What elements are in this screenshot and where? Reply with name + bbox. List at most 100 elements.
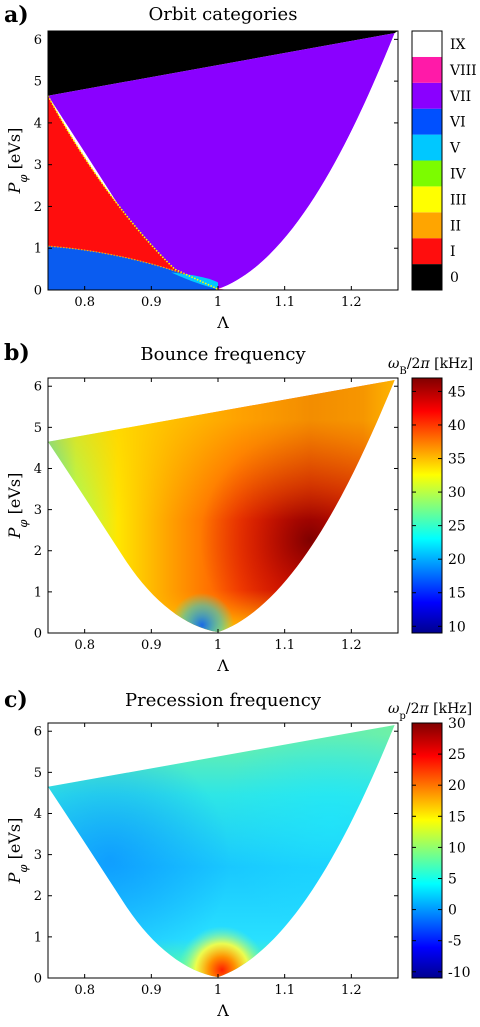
x-tick-label: 1 bbox=[214, 638, 222, 653]
x-tick-label: 1.1 bbox=[274, 983, 295, 998]
region-vii-violet bbox=[48, 33, 395, 290]
x-tick-label: 0.9 bbox=[141, 638, 162, 653]
colorbar-swatch bbox=[412, 264, 442, 290]
x-tick-label: 1.1 bbox=[274, 638, 295, 653]
x-tick-label: 0.9 bbox=[141, 295, 162, 310]
colorbar-category-label: 0 bbox=[450, 270, 459, 286]
colorbar bbox=[411, 722, 443, 979]
y-tick-label: 1 bbox=[34, 930, 42, 945]
y-axis-label: Pφ [eVs] bbox=[5, 818, 30, 885]
colorbar-category-label: IX bbox=[450, 37, 466, 53]
y-tick-label: 6 bbox=[34, 725, 42, 740]
y-tick-label: 1 bbox=[34, 242, 42, 257]
y-tick-label: 2 bbox=[34, 200, 42, 215]
category-map bbox=[48, 31, 398, 290]
x-tick-label: 1 bbox=[214, 295, 222, 310]
y-tick-label: 5 bbox=[34, 766, 42, 781]
colorbar-tick-label: 25 bbox=[448, 519, 466, 535]
y-tick-label: 5 bbox=[34, 75, 42, 90]
y-axis-label: Pφ [eVs] bbox=[5, 473, 30, 540]
y-tick-label: 4 bbox=[34, 807, 42, 822]
region-vi-blue bbox=[48, 246, 218, 290]
x-tick-label: 0.8 bbox=[74, 295, 95, 310]
precession-frequency-map bbox=[48, 725, 395, 978]
colorbar-category-label: I bbox=[450, 244, 456, 260]
panel-title: Precession frequency bbox=[125, 690, 322, 711]
region-0-black bbox=[48, 31, 398, 96]
colorbar-label: ωp/2π [kHz] bbox=[388, 701, 472, 722]
colorbar-tick-label: -5 bbox=[448, 934, 462, 950]
colorbar-tick-label: -10 bbox=[448, 965, 471, 981]
colorbar-tick-label: 0 bbox=[448, 903, 457, 919]
colorbar-label: ωB/2π [kHz] bbox=[388, 356, 473, 377]
x-tick-label: 1 bbox=[214, 983, 222, 998]
colorbar-category-label: VII bbox=[449, 89, 471, 105]
bounce-frequency-map bbox=[48, 380, 395, 633]
panel-c: 0.8 0.9 1 1.1 1.2 0 1 2 3 4 5 6 Λ Pφ [eVs] c) Precessio… bbox=[4, 687, 472, 1020]
x-tick-label: 1.2 bbox=[341, 983, 362, 998]
colorbar-swatch bbox=[412, 238, 442, 265]
bounce-cool-spot bbox=[48, 380, 395, 633]
colorbar-tick-label: 30 bbox=[448, 716, 466, 732]
colorbar-category-label: V bbox=[449, 141, 461, 157]
y-tick-label: 4 bbox=[34, 116, 42, 131]
y-tick-label: 3 bbox=[34, 158, 42, 173]
y-tick-label: 2 bbox=[34, 544, 42, 559]
colorbar-tick-label: 20 bbox=[448, 778, 466, 794]
panel-letter: b) bbox=[4, 340, 30, 366]
panel-letter: c) bbox=[4, 687, 28, 713]
y-tick-label: 3 bbox=[34, 503, 42, 518]
panel-a: 0.8 0.9 1 1.1 1.2 0 1 2 3 4 5 6 Λ Pφ [eVs] a) Orbit cat… bbox=[4, 2, 477, 332]
colorbar-tick-label: 45 bbox=[448, 384, 466, 400]
colorbar-swatch bbox=[412, 134, 442, 161]
x-tick-label: 1.2 bbox=[341, 295, 362, 310]
colorbar-tick-label: 25 bbox=[448, 747, 466, 763]
panel-title: Bounce frequency bbox=[140, 344, 306, 365]
panel-title: Orbit categories bbox=[149, 4, 298, 25]
y-tick-label: 6 bbox=[34, 33, 42, 48]
y-tick-label: 0 bbox=[34, 284, 42, 299]
colorbar-tick-label: 10 bbox=[448, 840, 466, 856]
y-tick-label: 2 bbox=[34, 889, 42, 904]
y-tick-label: 0 bbox=[34, 972, 42, 987]
colorbar-tick-label: 30 bbox=[448, 485, 466, 501]
region-ix-white bbox=[218, 31, 398, 290]
colorbar-swatch bbox=[412, 31, 442, 57]
colorbar-category-label: III bbox=[450, 192, 467, 208]
colorbar bbox=[411, 377, 443, 634]
colorbar-tick-label: 35 bbox=[448, 452, 466, 468]
x-axis-label: Λ bbox=[216, 1001, 229, 1020]
colorbar-category-label: II bbox=[450, 218, 461, 234]
plot-frame bbox=[47, 30, 399, 291]
y-tick-label: 1 bbox=[34, 585, 42, 600]
y-tick-label: 4 bbox=[34, 462, 42, 477]
x-axis-label: Λ bbox=[216, 313, 229, 332]
colorbar-tick-label: 10 bbox=[448, 619, 466, 635]
precession-hot-spot bbox=[48, 725, 395, 978]
y-tick-label: 5 bbox=[34, 421, 42, 436]
colorbar-tick-label: 5 bbox=[448, 871, 457, 887]
plot-frame bbox=[47, 377, 399, 634]
plot-frame bbox=[47, 722, 399, 979]
colorbar-swatch bbox=[412, 56, 442, 83]
colorbar-swatch bbox=[412, 160, 442, 187]
x-tick-label: 0.9 bbox=[141, 983, 162, 998]
colorbar-tick-label: 15 bbox=[448, 809, 466, 825]
region-v-cyan bbox=[171, 272, 218, 290]
colorbar-swatch bbox=[412, 82, 442, 109]
colorbar-category-label: VI bbox=[449, 115, 466, 131]
x-tick-label: 1.1 bbox=[274, 295, 295, 310]
region-i-red bbox=[48, 95, 185, 275]
colorbar-category-label: VIII bbox=[449, 63, 477, 79]
colorbar-tick-label: 40 bbox=[448, 418, 466, 434]
x-tick-label: 0.8 bbox=[74, 638, 95, 653]
colorbar-swatch bbox=[412, 212, 442, 239]
colorbar-tick-label: 15 bbox=[448, 586, 466, 602]
y-axis-label: Pφ [eVs] bbox=[5, 128, 30, 195]
colorbar-swatch bbox=[412, 186, 442, 213]
y-tick-label: 6 bbox=[34, 380, 42, 395]
boundary-red-violet bbox=[48, 95, 219, 290]
x-axis-label: Λ bbox=[216, 656, 229, 675]
